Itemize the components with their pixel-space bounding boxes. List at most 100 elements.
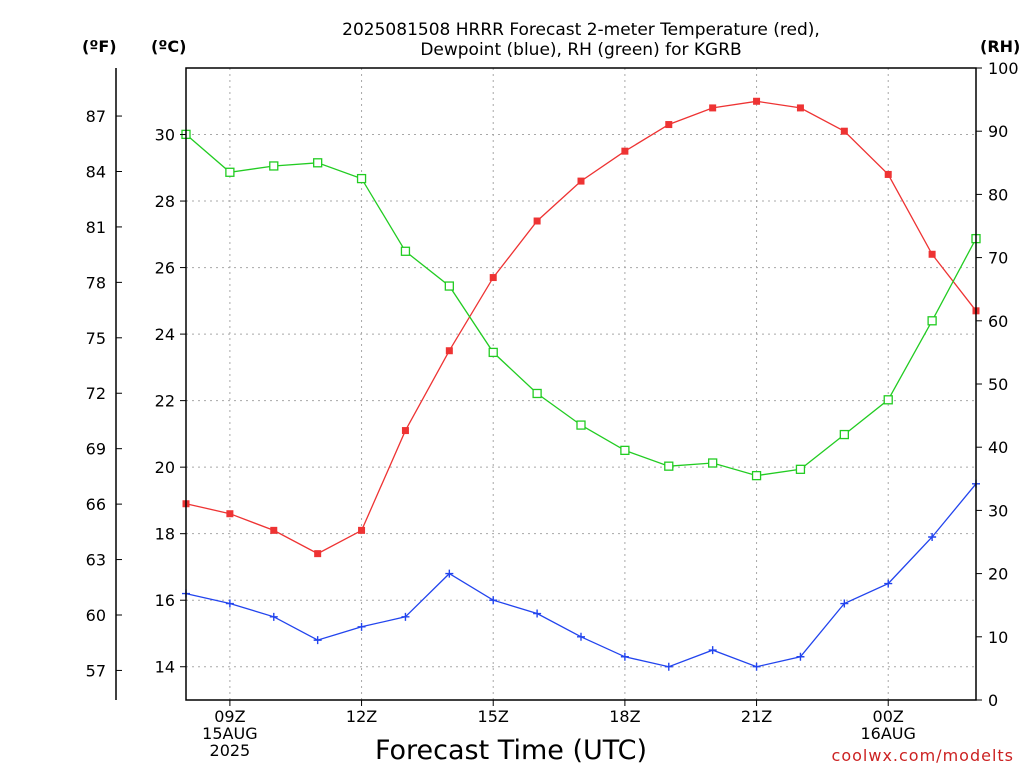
x-tick-label: 09Z xyxy=(214,707,245,726)
temperature-point xyxy=(401,427,409,435)
dewpoint-point xyxy=(620,652,629,661)
x-tick-label: 16AUG xyxy=(861,724,916,743)
credit-text: coolwx.com/modelts xyxy=(832,746,1014,765)
rh-point xyxy=(795,464,806,474)
celsius-tick-label: 26 xyxy=(155,259,175,278)
fahrenheit-tick-label: 63 xyxy=(86,551,106,570)
dewpoint-point xyxy=(401,612,410,621)
celsius-tick-label: 18 xyxy=(155,525,175,544)
temperature-point xyxy=(709,104,717,112)
rh-tick-label: 80 xyxy=(988,185,1008,204)
x-tick-label: 15AUG xyxy=(202,724,257,743)
rh-tick-label: 10 xyxy=(988,628,1008,647)
celsius-tick-label: 28 xyxy=(155,192,175,211)
x-tick-label: 12Z xyxy=(346,707,377,726)
fahrenheit-tick-label: 84 xyxy=(86,162,106,181)
celsius-unit-label: (ºC) xyxy=(151,37,186,56)
rh-point xyxy=(620,445,630,456)
chart-title-line-1: 2025081508 HRRR Forecast 2-meter Tempera… xyxy=(342,20,820,40)
dewpoint-point xyxy=(225,599,234,608)
temperature-point xyxy=(533,217,541,225)
rh-point xyxy=(225,167,235,177)
dewpoint-point xyxy=(489,596,498,605)
fahrenheit-tick-label: 69 xyxy=(86,440,106,459)
x-tick-label: 2025 xyxy=(210,741,251,760)
dewpoint-point xyxy=(708,646,717,655)
temperature-point xyxy=(621,147,629,155)
celsius-tick-label: 30 xyxy=(155,126,175,145)
dewpoint-point xyxy=(752,662,761,671)
series-layer xyxy=(181,97,981,671)
rh-tick-label: 60 xyxy=(988,312,1008,331)
rh-tick-label: 40 xyxy=(988,438,1008,457)
x-tick-label: 18Z xyxy=(609,707,640,726)
rh-tick-label: 0 xyxy=(988,691,998,710)
dewpoint-point xyxy=(577,632,585,641)
fahrenheit-tick-label: 81 xyxy=(86,218,106,237)
rh-tick-label: 20 xyxy=(988,565,1008,584)
rh-point xyxy=(269,161,279,171)
dewpoint-point xyxy=(357,622,366,631)
fahrenheit-tick-label: 66 xyxy=(86,495,106,514)
x-axis-label: Forecast Time (UTC) xyxy=(375,735,647,766)
fahrenheit-tick-label: 60 xyxy=(86,606,106,625)
temperature-point xyxy=(314,550,322,558)
temperature-point xyxy=(489,274,497,282)
rh-point xyxy=(883,395,893,405)
rh-tick-label: 90 xyxy=(988,122,1008,141)
grid xyxy=(186,68,976,700)
temperature-point xyxy=(577,177,585,185)
fahrenheit-unit-label: (ºF) xyxy=(82,37,117,56)
dewpoint-point xyxy=(269,612,278,621)
temperature-point xyxy=(358,526,366,534)
plot-frame xyxy=(185,67,977,701)
dewpoint-point xyxy=(796,652,805,661)
rh-tick-label: 70 xyxy=(988,249,1008,268)
rh-point xyxy=(532,388,542,399)
fahrenheit-tick-label: 87 xyxy=(86,107,106,126)
temperature-line xyxy=(185,100,977,555)
rh-point xyxy=(708,458,718,468)
dewpoint-point xyxy=(840,599,849,608)
rh-point xyxy=(356,173,367,184)
rh-point xyxy=(444,281,454,291)
rh-point xyxy=(576,420,586,430)
celsius-tick-label: 14 xyxy=(155,658,175,677)
fahrenheit-tick-label: 57 xyxy=(86,661,106,680)
celsius-tick-label: 22 xyxy=(155,392,175,411)
dewpoint-point xyxy=(928,533,937,542)
x-tick-label: 00Z xyxy=(873,707,904,726)
celsius-tick-label: 20 xyxy=(155,458,175,477)
temperature-point xyxy=(753,97,761,105)
temperature-point xyxy=(796,104,804,112)
rh-unit-label: (RH) xyxy=(980,37,1020,56)
temperature-point xyxy=(445,347,453,355)
rh-point xyxy=(488,347,498,358)
rh-tick-label: 50 xyxy=(988,375,1008,394)
fahrenheit-tick-label: 72 xyxy=(86,384,106,403)
temperature-point xyxy=(928,250,936,258)
rh-point xyxy=(839,429,849,440)
temperature-point xyxy=(226,510,234,518)
dewpoint-point xyxy=(313,636,322,645)
chart-title-line-2: Dewpoint (blue), RH (green) for KGRB xyxy=(420,40,741,60)
rh-tick-label: 30 xyxy=(988,501,1008,520)
x-tick-label: 21Z xyxy=(741,707,772,726)
dewpoint-point xyxy=(533,609,542,618)
temperature-point xyxy=(884,170,892,178)
dewpoint-point xyxy=(884,579,893,588)
temperature-point xyxy=(270,526,278,534)
dewpoint-point xyxy=(445,569,454,578)
rh-tick-label: 100 xyxy=(988,59,1019,78)
rh-point xyxy=(927,316,937,326)
temperature-point xyxy=(665,121,673,129)
rh-point xyxy=(400,246,411,256)
dewpoint-point xyxy=(664,662,673,671)
x-tick-label: 15Z xyxy=(478,707,509,726)
temperature-point xyxy=(840,127,848,135)
rh-point xyxy=(313,158,323,168)
rh-point xyxy=(751,470,762,481)
rh-point xyxy=(664,461,674,471)
